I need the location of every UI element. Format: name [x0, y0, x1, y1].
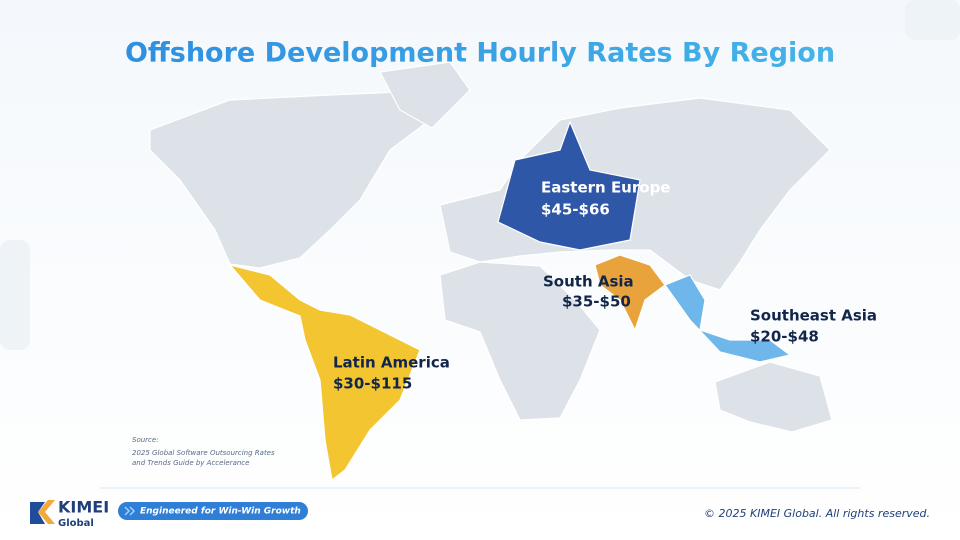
- source-text: and Trends Guide by Accelerance: [132, 459, 249, 467]
- region-rate: $20-$48: [750, 328, 819, 346]
- eastern-europe-region: [497, 120, 641, 251]
- chevrons: [124, 506, 136, 516]
- world-map: [149, 61, 833, 482]
- latin-america-region: [228, 263, 421, 482]
- region-name: Eastern Europe: [541, 179, 670, 197]
- source-text: 2025 Global Software Outsourcing Rates: [132, 449, 275, 457]
- logo-mark: [38, 500, 55, 524]
- north-america: [149, 91, 431, 269]
- region-rate: $35-$50: [562, 293, 631, 311]
- australia: [714, 361, 833, 433]
- decor: [905, 0, 960, 40]
- africa: [439, 261, 601, 421]
- brand: KIMEI: [58, 498, 109, 517]
- southeast-asia-region: [664, 274, 792, 363]
- copyright: © 2025 KIMEI Global. All rights reserved…: [704, 507, 930, 520]
- region-name: Southeast Asia: [750, 307, 877, 325]
- region-name: Latin America: [333, 354, 450, 372]
- tagline-pill: [118, 502, 308, 520]
- region-rate: $45-$66: [541, 201, 610, 219]
- region-name: South Asia: [543, 273, 634, 291]
- region-rate: $30-$115: [333, 375, 412, 393]
- logo-mark: [30, 502, 45, 524]
- title: Offshore Development Hourly Rates By Reg…: [125, 38, 835, 69]
- source-label: Source:: [132, 436, 159, 444]
- brand-sub: Global: [58, 518, 94, 529]
- greenland: [379, 61, 471, 129]
- tagline: Engineered for Win-Win Growth: [140, 507, 301, 517]
- south-asia-region: [594, 254, 666, 332]
- decor: [0, 240, 30, 350]
